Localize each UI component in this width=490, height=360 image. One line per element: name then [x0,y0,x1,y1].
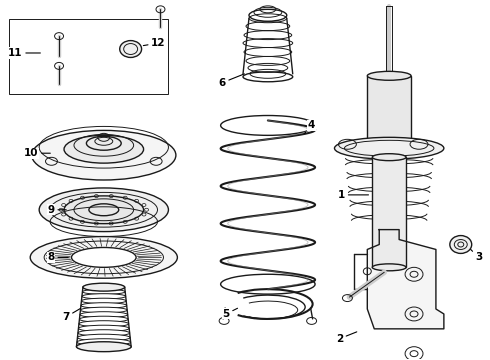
Ellipse shape [368,141,411,150]
Ellipse shape [82,294,125,299]
Text: 1: 1 [338,190,368,200]
Ellipse shape [39,188,169,231]
Ellipse shape [81,303,127,308]
Ellipse shape [450,235,472,253]
Text: 12: 12 [144,38,166,48]
Ellipse shape [77,334,130,341]
Ellipse shape [120,41,142,58]
Ellipse shape [82,289,125,294]
Ellipse shape [372,264,406,271]
Ellipse shape [72,247,136,267]
Ellipse shape [81,298,126,303]
Ellipse shape [368,71,411,80]
Bar [9,19,169,94]
Ellipse shape [78,325,129,332]
Text: 7: 7 [62,309,80,322]
Ellipse shape [335,137,444,159]
Text: 2: 2 [336,332,357,344]
Ellipse shape [78,330,130,336]
Ellipse shape [79,321,129,327]
Ellipse shape [64,196,144,224]
Text: 8: 8 [48,252,68,262]
Ellipse shape [80,312,128,318]
Bar [372,157,406,267]
Ellipse shape [64,135,144,163]
Ellipse shape [77,339,131,346]
Text: 4: 4 [305,121,315,133]
Bar [368,76,411,145]
Ellipse shape [76,343,131,350]
Text: 6: 6 [219,74,245,88]
Text: 3: 3 [471,249,482,262]
Ellipse shape [344,140,434,156]
Ellipse shape [32,130,176,180]
Ellipse shape [80,307,127,313]
Text: 10: 10 [24,148,50,158]
Polygon shape [368,230,444,329]
Ellipse shape [79,316,128,322]
Ellipse shape [83,285,124,290]
Text: 9: 9 [48,205,66,215]
Ellipse shape [83,283,124,291]
Ellipse shape [76,342,131,352]
Ellipse shape [372,154,406,161]
Text: 5: 5 [222,308,238,319]
Ellipse shape [30,237,177,278]
Text: 11: 11 [8,48,40,58]
